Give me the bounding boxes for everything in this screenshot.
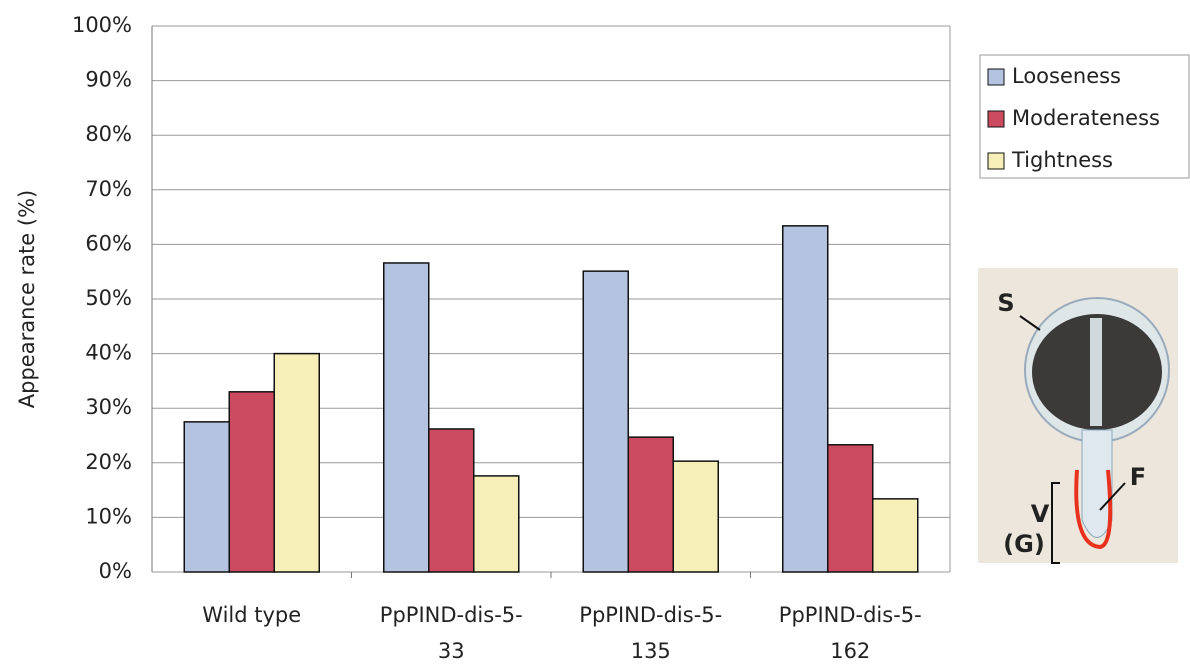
x-tick-label: PpPIND-dis-5-33 (380, 603, 523, 661)
bar (583, 271, 628, 572)
bar (184, 422, 229, 572)
legend-label: Moderateness (1012, 106, 1160, 130)
bar (274, 354, 319, 572)
image-label: F (1130, 463, 1146, 491)
chart: Appearance rate (%) S F V (G) 0% 10% 20% 30… (0, 0, 1190, 661)
legend-swatch (988, 153, 1004, 169)
y-tick-label: 10% (85, 504, 132, 528)
y-tick-label: 0% (99, 559, 132, 583)
legend-swatch (988, 69, 1004, 85)
y-tick-label: 60% (85, 231, 132, 255)
bar (429, 429, 474, 572)
y-tick-label: 80% (85, 122, 132, 146)
y-tick-label: 40% (85, 341, 132, 365)
image-label: V (1031, 500, 1050, 528)
x-tick-label: Wild type (202, 603, 301, 627)
y-tick-label: 20% (85, 450, 132, 474)
bar (783, 226, 828, 572)
y-tick-label: 30% (85, 395, 132, 419)
bar (628, 437, 673, 572)
legend-label: Tightness (1011, 148, 1113, 172)
bar (474, 476, 519, 572)
bar (828, 445, 873, 572)
bar (873, 499, 918, 572)
y-axis-label: Appearance rate (%) (15, 190, 39, 408)
y-tick-label: 70% (85, 177, 132, 201)
bar (673, 461, 718, 572)
legend-label: Looseness (1012, 64, 1121, 88)
bar (384, 263, 429, 572)
x-tick-label: PpPIND-dis-5-135 (579, 603, 722, 661)
y-tick-label: 90% (85, 68, 132, 92)
legend-swatch (988, 111, 1004, 127)
image-label: S (997, 289, 1014, 317)
image-label: (G) (1003, 530, 1045, 558)
bar (229, 392, 274, 572)
y-tick-label: 50% (85, 286, 132, 310)
x-tick-label: PpPIND-dis-5-162 (779, 603, 922, 661)
y-tick-label: 100% (72, 13, 132, 37)
